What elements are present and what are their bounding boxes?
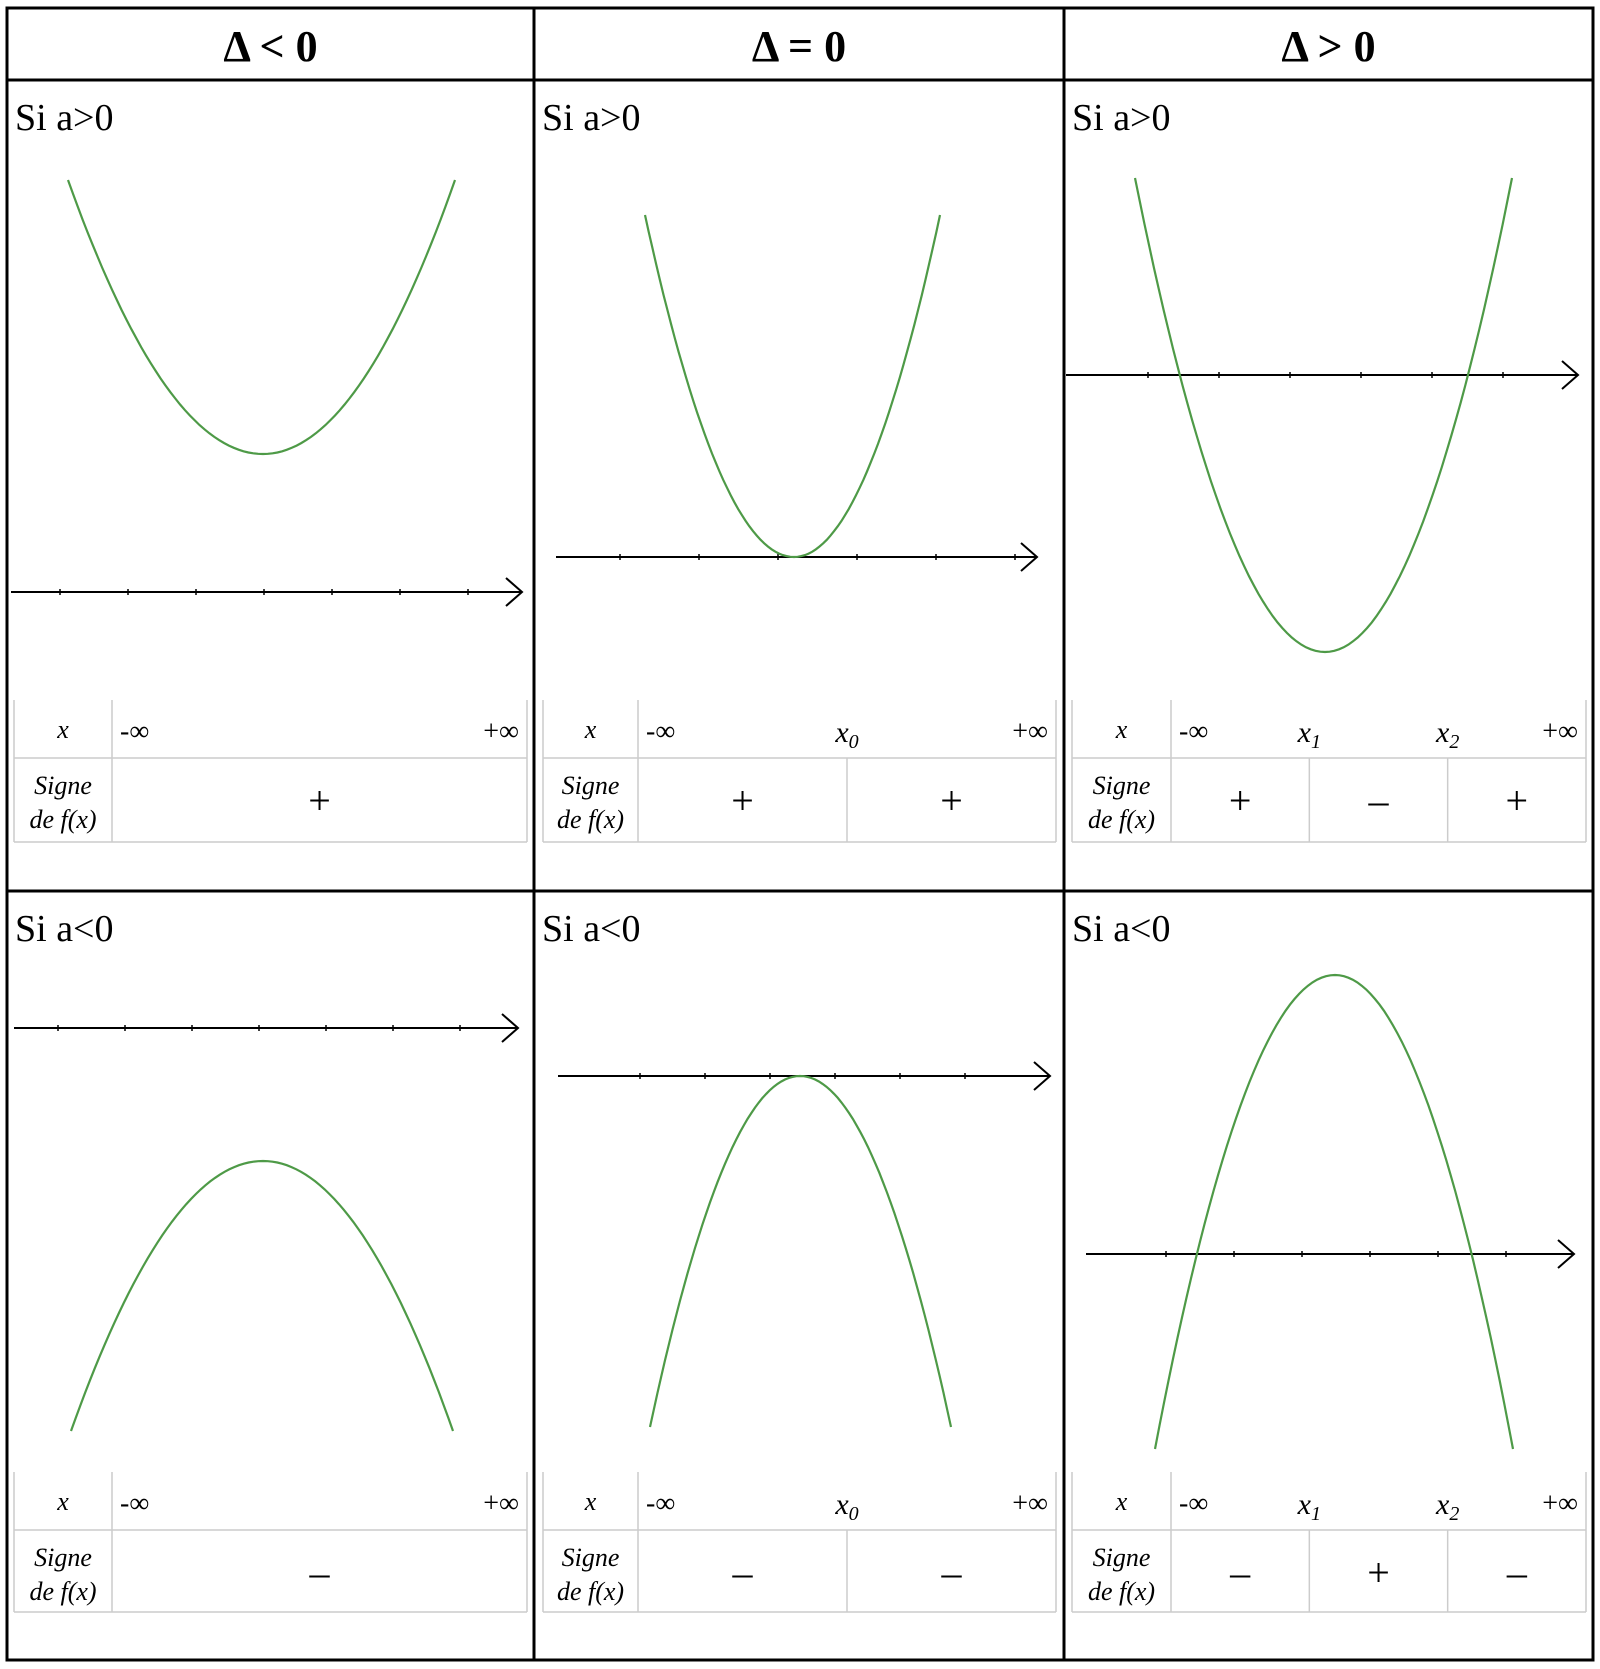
parabola-curve	[643, 214, 942, 559]
panel-5: Si a<0 x Signe de f(x) -∞ +∞ x0 – –	[542, 908, 1057, 1613]
sign-row-label: Signe	[562, 1543, 620, 1572]
root-label: x1	[1297, 716, 1321, 753]
sign-row-label: de f(x)	[29, 1577, 96, 1606]
parabola-curve	[1133, 177, 1514, 654]
panel-1: Si a>0 x Signe de f(x) -∞ +∞ +	[11, 97, 528, 843]
neg-infinity: -∞	[646, 1488, 675, 1519]
panel-3: Si a>0 x Signe de f(x) -∞ +∞ x1 x2 + – +	[1066, 97, 1587, 843]
axis-arrow	[505, 577, 524, 607]
sign-cell: –	[1506, 1550, 1528, 1595]
sign-cell: +	[731, 778, 754, 823]
x-row-label: x	[1115, 715, 1128, 744]
column-header-3: Δ > 0	[1281, 22, 1375, 71]
sign-row-label: Signe	[1093, 771, 1151, 800]
parabola-curve	[648, 1074, 953, 1428]
sign-table: x Signe de f(x) -∞ +∞ x0 – –	[542, 1472, 1057, 1613]
sign-cell: –	[1368, 778, 1390, 823]
sign-row-label: Signe	[34, 771, 92, 800]
panel-6: Si a<0 x Signe de f(x) -∞ +∞ x1 x2 – + –	[1071, 908, 1587, 1613]
sign-cell: –	[941, 1550, 963, 1595]
x-row-label: x	[584, 715, 597, 744]
sign-table: x Signe de f(x) -∞ +∞ +	[13, 700, 528, 843]
x-row-label: x	[56, 1487, 69, 1516]
sign-table: x Signe de f(x) -∞ +∞ x1 x2 – + –	[1071, 1472, 1587, 1613]
parabola-curve	[69, 1159, 455, 1432]
parabola-curve	[66, 179, 457, 456]
neg-infinity: -∞	[1179, 716, 1208, 747]
panel-4: Si a<0 x Signe de f(x) -∞ +∞ –	[13, 908, 528, 1613]
sign-row-label: de f(x)	[29, 805, 96, 834]
panels: Si a>0 x Signe de f(x) -∞ +∞ + Si a>0 x Signe de f…	[11, 97, 1587, 1613]
pos-infinity: +∞	[483, 1488, 519, 1519]
sign-row-label: Signe	[562, 771, 620, 800]
column-header-2: Δ = 0	[752, 22, 846, 71]
sign-cell: –	[309, 1550, 331, 1595]
pos-infinity: +∞	[1542, 1488, 1578, 1519]
sign-cell: +	[1367, 1550, 1390, 1595]
pos-infinity: +∞	[1012, 1488, 1048, 1519]
condition-label: Si a>0	[15, 97, 114, 139]
sign-row-label: de f(x)	[557, 1577, 624, 1606]
neg-infinity: -∞	[120, 1488, 149, 1519]
condition-label: Si a<0	[1072, 908, 1171, 950]
sign-row-label: de f(x)	[1088, 805, 1155, 834]
sign-table: x Signe de f(x) -∞ +∞ x1 x2 + – +	[1071, 700, 1587, 843]
pos-infinity: +∞	[483, 716, 519, 747]
neg-infinity: -∞	[120, 716, 149, 747]
condition-label: Si a<0	[542, 908, 641, 950]
axis-arrow	[1561, 360, 1580, 390]
sign-cell: +	[940, 778, 963, 823]
sign-cell: +	[1229, 778, 1252, 823]
root-label: x1	[1297, 1488, 1321, 1525]
axis-arrow	[1020, 542, 1039, 572]
sign-cell: +	[308, 778, 331, 823]
panel-2: Si a>0 x Signe de f(x) -∞ +∞ x0 + +	[542, 97, 1057, 843]
condition-label: Si a<0	[15, 908, 114, 950]
neg-infinity: -∞	[646, 716, 675, 747]
frame-border	[5, 6, 1595, 1662]
sign-row-label: de f(x)	[557, 805, 624, 834]
neg-infinity: -∞	[1179, 1488, 1208, 1519]
column-headers: Δ < 0 Δ = 0 Δ > 0	[223, 22, 1375, 71]
sign-table: x Signe de f(x) -∞ +∞ –	[13, 1472, 528, 1613]
root-label: x2	[1435, 1488, 1459, 1525]
root-label: x0	[834, 1488, 858, 1525]
sign-cell: –	[732, 1550, 754, 1595]
sign-row-label: Signe	[34, 1543, 92, 1572]
sign-cell: –	[1229, 1550, 1251, 1595]
condition-label: Si a>0	[542, 97, 641, 139]
column-header-1: Δ < 0	[223, 22, 317, 71]
condition-label: Si a>0	[1072, 97, 1171, 139]
root-label: x0	[834, 716, 858, 753]
root-label: x2	[1435, 716, 1459, 753]
pos-infinity: +∞	[1542, 716, 1578, 747]
axis-arrow	[501, 1013, 520, 1043]
x-row-label: x	[1115, 1487, 1128, 1516]
x-row-label: x	[56, 715, 69, 744]
sign-table: x Signe de f(x) -∞ +∞ x0 + +	[542, 700, 1057, 843]
sign-row-label: Signe	[1093, 1543, 1151, 1572]
sign-row-label: de f(x)	[1088, 1577, 1155, 1606]
outer-grid	[5, 6, 1595, 1662]
pos-infinity: +∞	[1012, 716, 1048, 747]
x-row-label: x	[584, 1487, 597, 1516]
axis-arrow	[1033, 1061, 1052, 1091]
axis-arrow	[1557, 1239, 1576, 1269]
parabola-curve	[1153, 973, 1515, 1450]
sign-cell: +	[1506, 778, 1529, 823]
